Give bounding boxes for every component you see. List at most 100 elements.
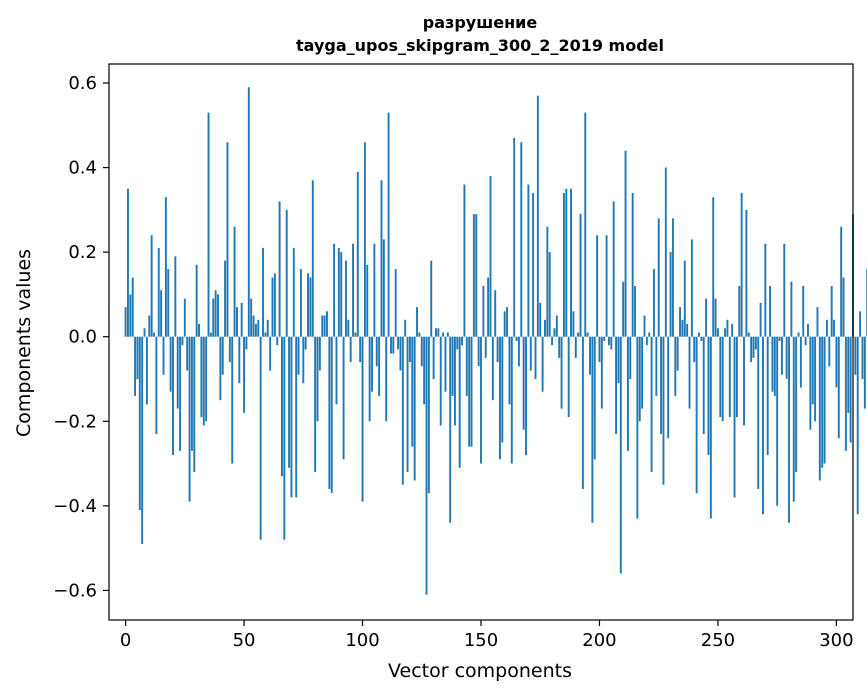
bar-9 — [145, 336, 148, 405]
bar-249 — [714, 298, 717, 337]
bar-95 — [349, 336, 352, 363]
bar-33 — [202, 336, 205, 426]
bar-1 — [127, 188, 129, 337]
x-tick-label: 200 — [582, 630, 616, 651]
bar-171 — [529, 336, 532, 371]
bar-209 — [619, 336, 622, 574]
bar-165 — [515, 336, 518, 341]
bar-268 — [759, 302, 762, 337]
bar-290 — [811, 336, 814, 405]
bar-296 — [825, 319, 828, 337]
bar-234 — [679, 307, 681, 337]
bar-11 — [150, 235, 153, 337]
bar-256 — [731, 324, 734, 337]
bar-25 — [183, 298, 186, 337]
bar-142 — [461, 336, 463, 346]
bar-193 — [581, 336, 584, 489]
bar-196 — [589, 336, 591, 375]
bar-31 — [198, 324, 200, 337]
bar-39 — [217, 294, 219, 337]
bar-93 — [344, 260, 347, 337]
bar-104 — [371, 336, 373, 392]
bar-294 — [821, 336, 824, 468]
bar-15 — [160, 290, 163, 337]
bar-7 — [141, 336, 144, 544]
bar-194 — [584, 112, 587, 337]
bar-156 — [494, 290, 497, 337]
bar-181 — [553, 328, 556, 337]
bar-262 — [745, 209, 748, 337]
bar-148 — [475, 214, 478, 337]
bar-23 — [179, 336, 182, 451]
bar-120 — [408, 336, 411, 363]
bar-201 — [600, 336, 603, 409]
bar-267 — [757, 336, 760, 489]
bar-28 — [190, 336, 193, 451]
bar-133 — [439, 336, 442, 426]
bar-166 — [517, 336, 520, 367]
y-axis-label: Components values — [13, 249, 35, 437]
bar-43 — [226, 142, 229, 337]
bar-158 — [499, 336, 501, 460]
bar-236 — [683, 260, 686, 337]
bar-269 — [762, 336, 764, 515]
bar-129 — [430, 260, 433, 337]
bar-251 — [719, 336, 722, 418]
bar-178 — [546, 226, 549, 337]
bar-119 — [406, 336, 409, 473]
bar-57 — [259, 336, 262, 540]
bar-17 — [164, 197, 167, 337]
bar-229 — [667, 336, 670, 439]
bar-48 — [238, 336, 241, 384]
x-tick-label: 0 — [120, 630, 131, 651]
bar-175 — [539, 302, 542, 337]
bar-254 — [726, 319, 729, 337]
bar-281 — [790, 281, 793, 337]
bar-46 — [233, 226, 236, 337]
bar-146 — [470, 336, 473, 447]
x-tick-label: 300 — [819, 630, 853, 651]
bar-293 — [818, 336, 821, 481]
bar-134 — [442, 332, 445, 337]
bar-280 — [788, 336, 790, 523]
x-axis-ticks: 0 50 100 150 200 250 300 — [120, 620, 854, 651]
bar-52 — [247, 87, 250, 337]
bar-29 — [193, 336, 196, 473]
bar-216 — [636, 336, 639, 519]
bar-21 — [174, 256, 177, 337]
bar-179 — [548, 252, 551, 337]
bar-160 — [503, 311, 506, 337]
bar-89 — [335, 336, 338, 405]
bar-19 — [169, 336, 172, 392]
bar-198 — [593, 336, 596, 460]
bar-270 — [764, 243, 767, 337]
bar-140 — [456, 336, 459, 350]
bar-163 — [510, 336, 513, 464]
bar-136 — [446, 332, 449, 337]
y-tick-label: 0.2 — [68, 242, 97, 263]
bar-298 — [830, 285, 833, 337]
bar-12 — [153, 332, 155, 337]
bar-47 — [236, 307, 238, 337]
bar-252 — [721, 336, 724, 422]
bar-237 — [686, 324, 689, 337]
bar-63 — [273, 273, 276, 337]
bar-247 — [709, 336, 712, 519]
bar-213 — [629, 336, 632, 379]
bar-265 — [752, 336, 755, 358]
bar-13 — [155, 336, 158, 434]
bar-282 — [792, 336, 795, 502]
bar-304 — [844, 336, 847, 451]
bar-49 — [240, 302, 243, 337]
bar-292 — [816, 307, 819, 337]
bar-278 — [783, 243, 786, 337]
bar-279 — [785, 336, 788, 379]
bar-36 — [209, 332, 212, 337]
bar-85 — [326, 311, 328, 337]
chart-subtitle: tayga_upos_skipgram_300_2_2019 model — [296, 36, 664, 55]
bar-6 — [138, 336, 141, 511]
bar-191 — [577, 332, 580, 337]
bar-124 — [418, 332, 421, 337]
bar-188 — [570, 188, 572, 337]
bar-228 — [664, 167, 667, 337]
